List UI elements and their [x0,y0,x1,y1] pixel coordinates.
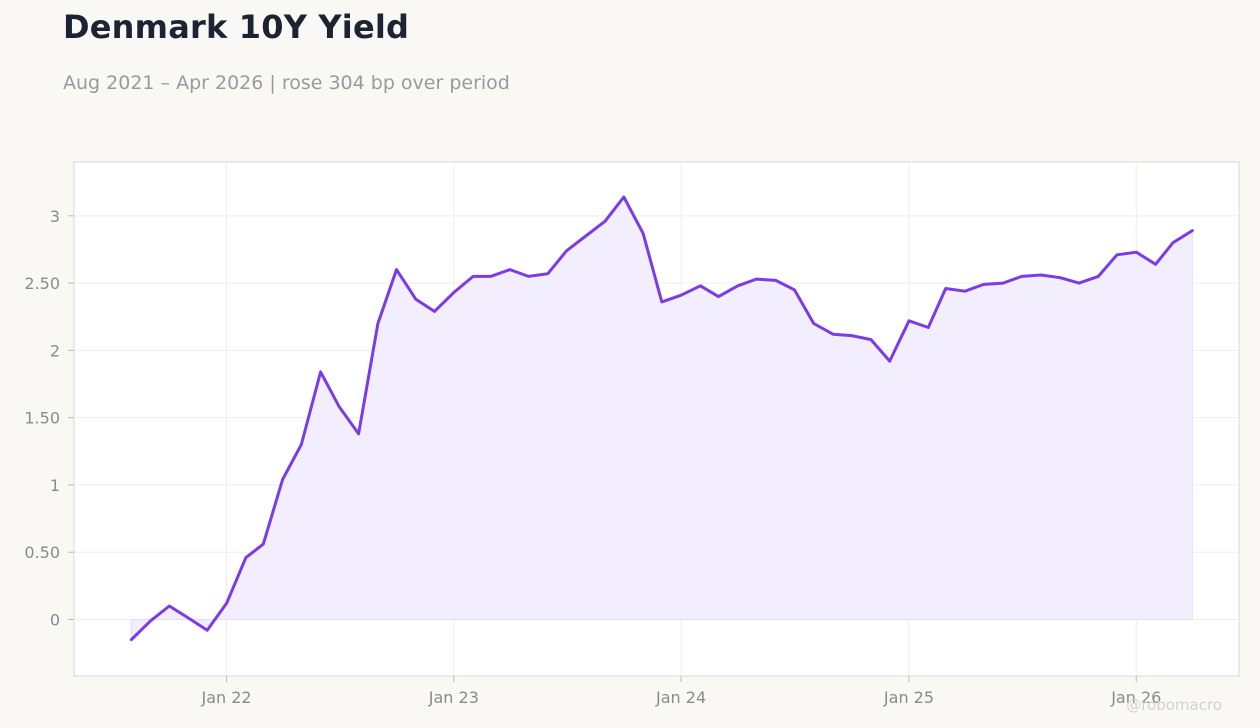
y-tick-label: 3 [50,207,60,226]
x-tick-label: Jan 23 [428,688,479,707]
y-tick-label: 2 [50,341,60,360]
x-tick-label: Jan 26 [1110,688,1161,707]
x-tick-label: Jan 24 [655,688,706,707]
y-tick-label: 0 [50,610,60,629]
x-tick-label: Jan 22 [200,688,251,707]
watermark: @robomacro [1126,696,1222,714]
y-tick-label: 2.50 [24,274,60,293]
y-tick-label: 0.50 [24,543,60,562]
y-tick-label: 1 [50,476,60,495]
chart-subtitle: Aug 2021 – Apr 2026 | rose 304 bp over p… [63,72,510,94]
series-line [129,195,1194,642]
series-line-group [129,195,1194,642]
y-axis-ticks: 0 0.50 1 1.50 2 2.50 3 [24,207,74,629]
x-tick-label: Jan 25 [883,688,934,707]
chart-title: Denmark 10Y Yield [63,8,410,46]
x-axis-ticks: Jan 22 Jan 23 Jan 24 Jan 25 Jan 26 [200,676,1161,707]
y-tick-label: 1.50 [24,409,60,428]
